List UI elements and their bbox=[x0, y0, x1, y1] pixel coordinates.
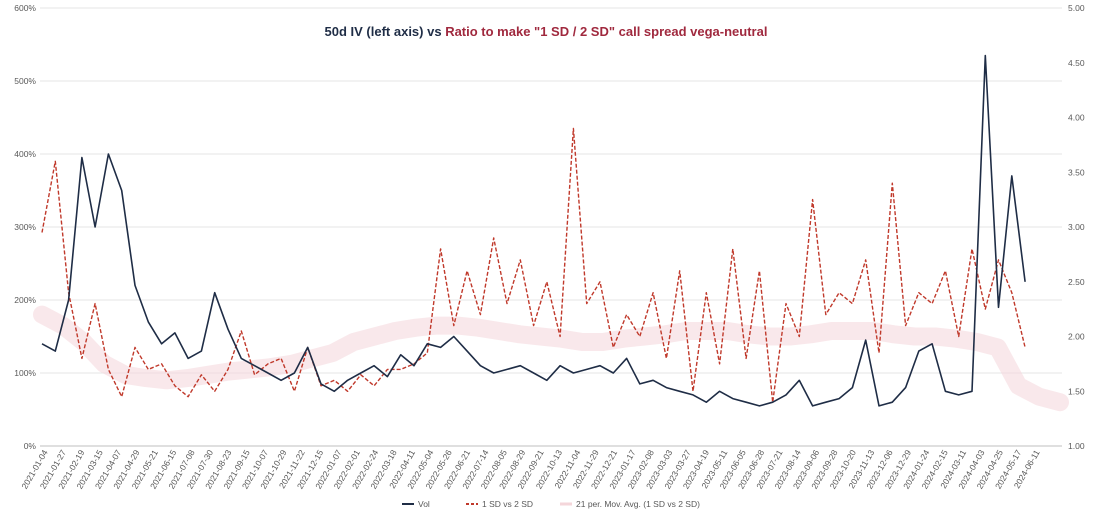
left-tick-label: 200% bbox=[14, 295, 36, 305]
right-axis: 1.00 1.50 2.00 2.50 3.00 3.50 4.00 4.50 5.00 bbox=[1068, 3, 1085, 451]
legend-label-2: 21 per. Mov. Avg. (1 SD vs 2 SD) bbox=[576, 499, 700, 509]
series-line-0 bbox=[41, 54, 1026, 407]
right-tick-label: 5.00 bbox=[1068, 3, 1085, 13]
title-part-1: vs bbox=[424, 24, 446, 39]
legend: Vol 1 SD vs 2 SD 21 per. Mov. Avg. (1 SD v… bbox=[402, 499, 700, 509]
left-tick-label: 300% bbox=[14, 222, 36, 232]
legend-label-0: Vol bbox=[418, 499, 430, 509]
series-layer bbox=[33, 54, 1069, 412]
left-axis: 0% 100% 200% 300% 400% 500% 600% bbox=[14, 3, 36, 451]
right-tick-label: 4.00 bbox=[1068, 113, 1085, 123]
right-tick-label: 1.00 bbox=[1068, 441, 1085, 451]
left-tick-label: 0% bbox=[24, 441, 37, 451]
legend-label-1: 1 SD vs 2 SD bbox=[482, 499, 533, 509]
left-tick-label: 400% bbox=[14, 149, 36, 159]
title-part-2: Ratio to make "1 SD / 2 SD" call spread … bbox=[445, 24, 767, 39]
right-tick-label: 3.00 bbox=[1068, 222, 1085, 232]
series-line-1 bbox=[41, 127, 1026, 403]
right-tick-label: 2.50 bbox=[1068, 277, 1085, 287]
x-axis: 2021-01-042021-01-272021-02-192021-03-15… bbox=[19, 448, 1042, 491]
right-tick-label: 1.50 bbox=[1068, 386, 1085, 396]
right-tick-label: 4.50 bbox=[1068, 58, 1085, 68]
left-tick-label: 600% bbox=[14, 3, 36, 13]
left-tick-label: 500% bbox=[14, 76, 36, 86]
right-tick-label: 2.00 bbox=[1068, 332, 1085, 342]
chart-title: 50d IV (left axis) vs Ratio to make "1 S… bbox=[325, 24, 768, 39]
title-part-0: 50d IV (left axis) bbox=[325, 24, 424, 39]
left-tick-label: 100% bbox=[14, 368, 36, 378]
series-line-2 bbox=[33, 305, 1069, 412]
right-tick-label: 3.50 bbox=[1068, 167, 1085, 177]
